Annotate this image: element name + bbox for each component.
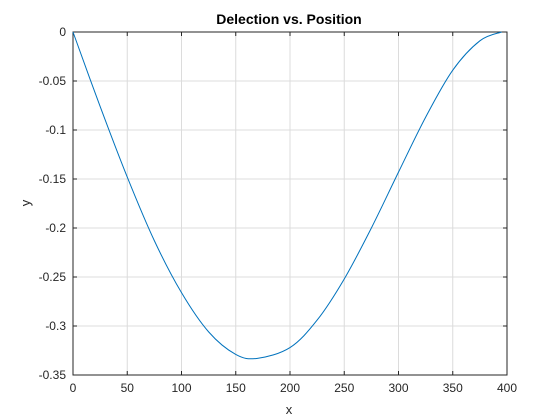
x-tick-label: 300 bbox=[388, 381, 408, 395]
y-tick-label: -0.05 bbox=[39, 74, 67, 88]
x-tick-label: 400 bbox=[497, 381, 517, 395]
x-tick-label: 100 bbox=[171, 381, 191, 395]
x-axis-label: x bbox=[286, 402, 293, 417]
series bbox=[72, 31, 502, 360]
x-tick-label: 150 bbox=[226, 381, 246, 395]
y-axis-label: y bbox=[18, 199, 33, 206]
series-line bbox=[72, 31, 502, 360]
x-tick-label: 0 bbox=[70, 381, 77, 395]
x-tick-label: 200 bbox=[280, 381, 300, 395]
y-tick-label: 0 bbox=[59, 25, 66, 39]
y-tick-label: -0.35 bbox=[39, 368, 67, 382]
x-tick-label: 350 bbox=[443, 381, 463, 395]
y-tick-label: -0.25 bbox=[39, 270, 67, 284]
ticks: 0 50 100 150 200 250 300 350 400 0 -0.05 -0.1 -0.15 -… bbox=[39, 25, 518, 395]
y-tick-label: -0.2 bbox=[45, 221, 66, 235]
y-tick-label: -0.15 bbox=[39, 172, 67, 186]
x-tick-label: 50 bbox=[121, 381, 135, 395]
grid bbox=[73, 32, 507, 375]
y-tick-label: -0.3 bbox=[45, 319, 66, 333]
x-tick-label: 250 bbox=[334, 381, 354, 395]
y-tick-label: -0.1 bbox=[45, 123, 66, 137]
chart-title: Delection vs. Position bbox=[216, 11, 361, 27]
